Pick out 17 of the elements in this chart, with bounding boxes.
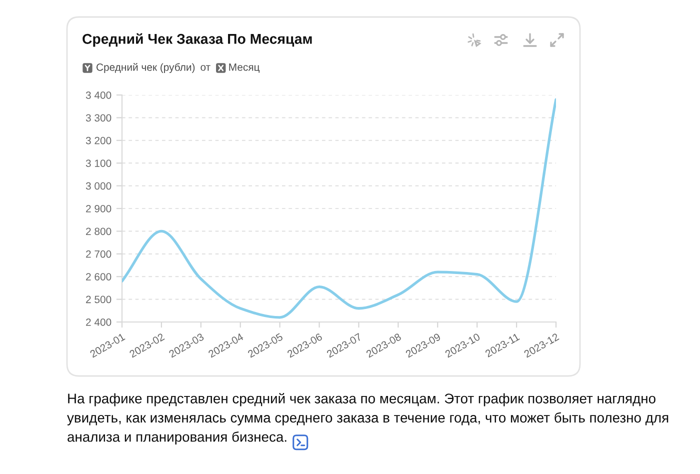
y-tick-label: 3 400 <box>86 92 112 99</box>
y-tick-label: 2 500 <box>86 296 112 304</box>
x-axis-title: Месяц <box>229 64 260 73</box>
y-tick-label: 2 600 <box>86 273 112 280</box>
line-series <box>122 98 556 319</box>
text: от <box>200 65 210 71</box>
y-tick-label: 2 400 <box>86 318 112 326</box>
y-tick-label: 3 200 <box>86 136 112 144</box>
y-tick-label: 2 700 <box>86 250 112 258</box>
y-tick-label: 3 300 <box>86 114 112 122</box>
y-tick-label: 3 000 <box>86 182 112 190</box>
y-tick-label: 2 900 <box>86 205 112 212</box>
y-axis-title: Средний чек (рубли) <box>96 63 195 73</box>
y-tick-label: 3 100 <box>86 160 112 167</box>
chart-title: Средний Чек Заказа По Месяцам <box>82 33 312 47</box>
y-tick-label: 2 800 <box>86 228 112 236</box>
text: На графике представлен средний чек заказа по месяцам. Этот график позволяет наглядно увидеть, как изменялась сумма среднего заказа в течение года, что может быть полезно для анализа и планирования бизнеса. <box>67 393 668 445</box>
